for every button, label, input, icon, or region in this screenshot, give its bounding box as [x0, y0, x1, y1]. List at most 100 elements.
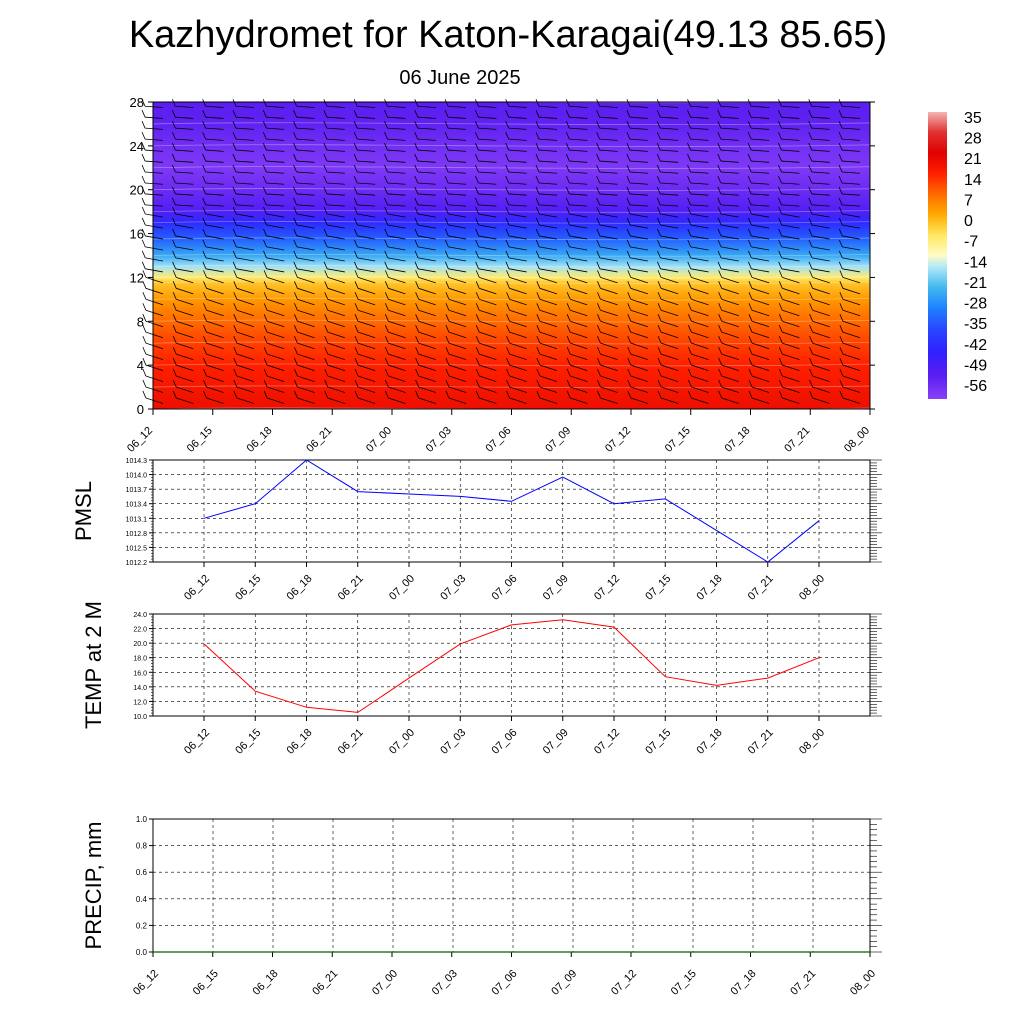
wind-barb-flag — [263, 314, 268, 322]
wind-barb — [629, 138, 648, 141]
colorbar-label: -7 — [964, 234, 978, 251]
wind-barb-flag — [202, 239, 207, 248]
wind-barb-flag — [202, 197, 207, 206]
wind-barb — [478, 105, 497, 108]
wind-barb — [599, 257, 618, 262]
wind-barb-flag — [354, 325, 359, 333]
wind-barb-flag — [141, 175, 146, 184]
wind-barb-flag — [717, 120, 722, 129]
wind-barb-flag — [657, 217, 661, 226]
wind-barb-flag — [717, 153, 722, 162]
wind-barb — [297, 353, 315, 361]
wind-barb-flag — [263, 292, 268, 300]
wind-barb-flag — [142, 390, 147, 399]
wind-barb-flag — [354, 346, 359, 355]
wind-barb — [751, 268, 770, 273]
wind-barb — [690, 224, 709, 229]
x-tick-label: 06_12 — [131, 968, 161, 998]
wind-barb-flag — [687, 99, 691, 107]
wind-barb-flag — [566, 292, 571, 300]
wind-barb — [327, 353, 345, 361]
precip-panel: 1.0 0.8 0.6 0.4 0.2 0.0 06_12 06_15 06_18 06_21 07… — [81, 815, 882, 998]
wind-barb-flag — [384, 164, 388, 173]
wind-barb-flag — [262, 153, 267, 162]
wind-barb-flag — [687, 335, 692, 344]
wind-barb — [600, 320, 618, 328]
wind-barb-flag — [142, 292, 147, 300]
wind-barb-flag — [687, 120, 691, 129]
wind-barb-flag — [141, 261, 146, 269]
wind-barb — [145, 213, 164, 218]
wind-barb-flag — [566, 270, 571, 278]
wind-barb-flag — [778, 153, 782, 162]
wind-barb-flag — [353, 186, 358, 195]
wind-barb — [205, 171, 224, 174]
wind-barb-flag — [566, 346, 571, 355]
wind-barb-flag — [778, 142, 782, 151]
wind-barb — [508, 105, 527, 108]
wind-barb — [690, 138, 709, 141]
wind-barb-flag — [233, 270, 238, 278]
wind-barb — [448, 353, 467, 361]
wind-barb-flag — [414, 164, 419, 173]
wind-barb — [691, 364, 709, 372]
x-tick-label: 08_00 — [797, 727, 827, 757]
wind-barb-flag — [596, 228, 601, 237]
wind-barb-flag — [475, 110, 479, 118]
wind-barb — [448, 309, 467, 317]
wind-barb-flag — [294, 368, 298, 377]
wind-barb — [538, 204, 557, 207]
wind-barb — [538, 138, 557, 141]
wind-barb — [811, 127, 830, 130]
wind-barb — [569, 105, 588, 108]
wind-barb-flag — [324, 325, 329, 333]
wind-barb-flag — [263, 368, 268, 377]
wind-barb — [630, 309, 648, 317]
wind-barb — [781, 257, 800, 262]
wind-barb-flag — [566, 379, 571, 388]
wind-barb — [205, 105, 224, 108]
wind-barb — [266, 127, 285, 130]
wind-barb-flag — [748, 357, 753, 366]
wind-barb — [297, 276, 315, 284]
wind-barb — [357, 375, 376, 382]
wind-barb-flag — [324, 281, 329, 289]
wind-barb-flag — [838, 175, 843, 184]
wind-barb — [599, 138, 618, 141]
wind-barb-flag — [778, 390, 783, 399]
wind-barb — [448, 160, 467, 163]
wind-barb-flag — [445, 390, 450, 399]
wind-barb — [266, 276, 285, 284]
wind-barb-flag — [475, 175, 479, 184]
colorbar-label: -49 — [964, 357, 987, 374]
wind-barb — [812, 320, 830, 328]
wind-barb — [539, 268, 558, 273]
wind-barb-flag — [203, 325, 207, 333]
wind-barb — [690, 204, 709, 207]
wind-barb-flag — [232, 120, 237, 129]
wind-barb-flag — [718, 357, 723, 366]
wind-barb-flag — [293, 153, 297, 162]
wind-barb — [175, 171, 194, 174]
wind-barb — [721, 342, 739, 350]
wind-barb — [388, 298, 406, 306]
wind-barb-flag — [263, 239, 267, 248]
wind-barb — [842, 268, 861, 273]
wind-barb — [720, 182, 739, 185]
wind-barb-flag — [294, 270, 298, 278]
wind-barb — [206, 331, 224, 339]
wind-barb-flag — [414, 120, 419, 129]
wind-barb-flag — [596, 217, 601, 226]
wind-barb — [781, 138, 800, 141]
wind-barb-flag — [141, 250, 146, 259]
wind-barb — [296, 160, 315, 163]
wind-barb-flag — [626, 175, 631, 184]
x-tick-label: 06_18 — [251, 968, 281, 998]
wind-barb — [175, 127, 194, 130]
wind-barb — [478, 171, 497, 174]
wind-barb — [812, 386, 830, 393]
wind-barb-flag — [232, 197, 237, 206]
wind-barb-flag — [202, 206, 207, 215]
wind-barb — [479, 320, 497, 328]
wind-barb-flag — [535, 153, 540, 162]
